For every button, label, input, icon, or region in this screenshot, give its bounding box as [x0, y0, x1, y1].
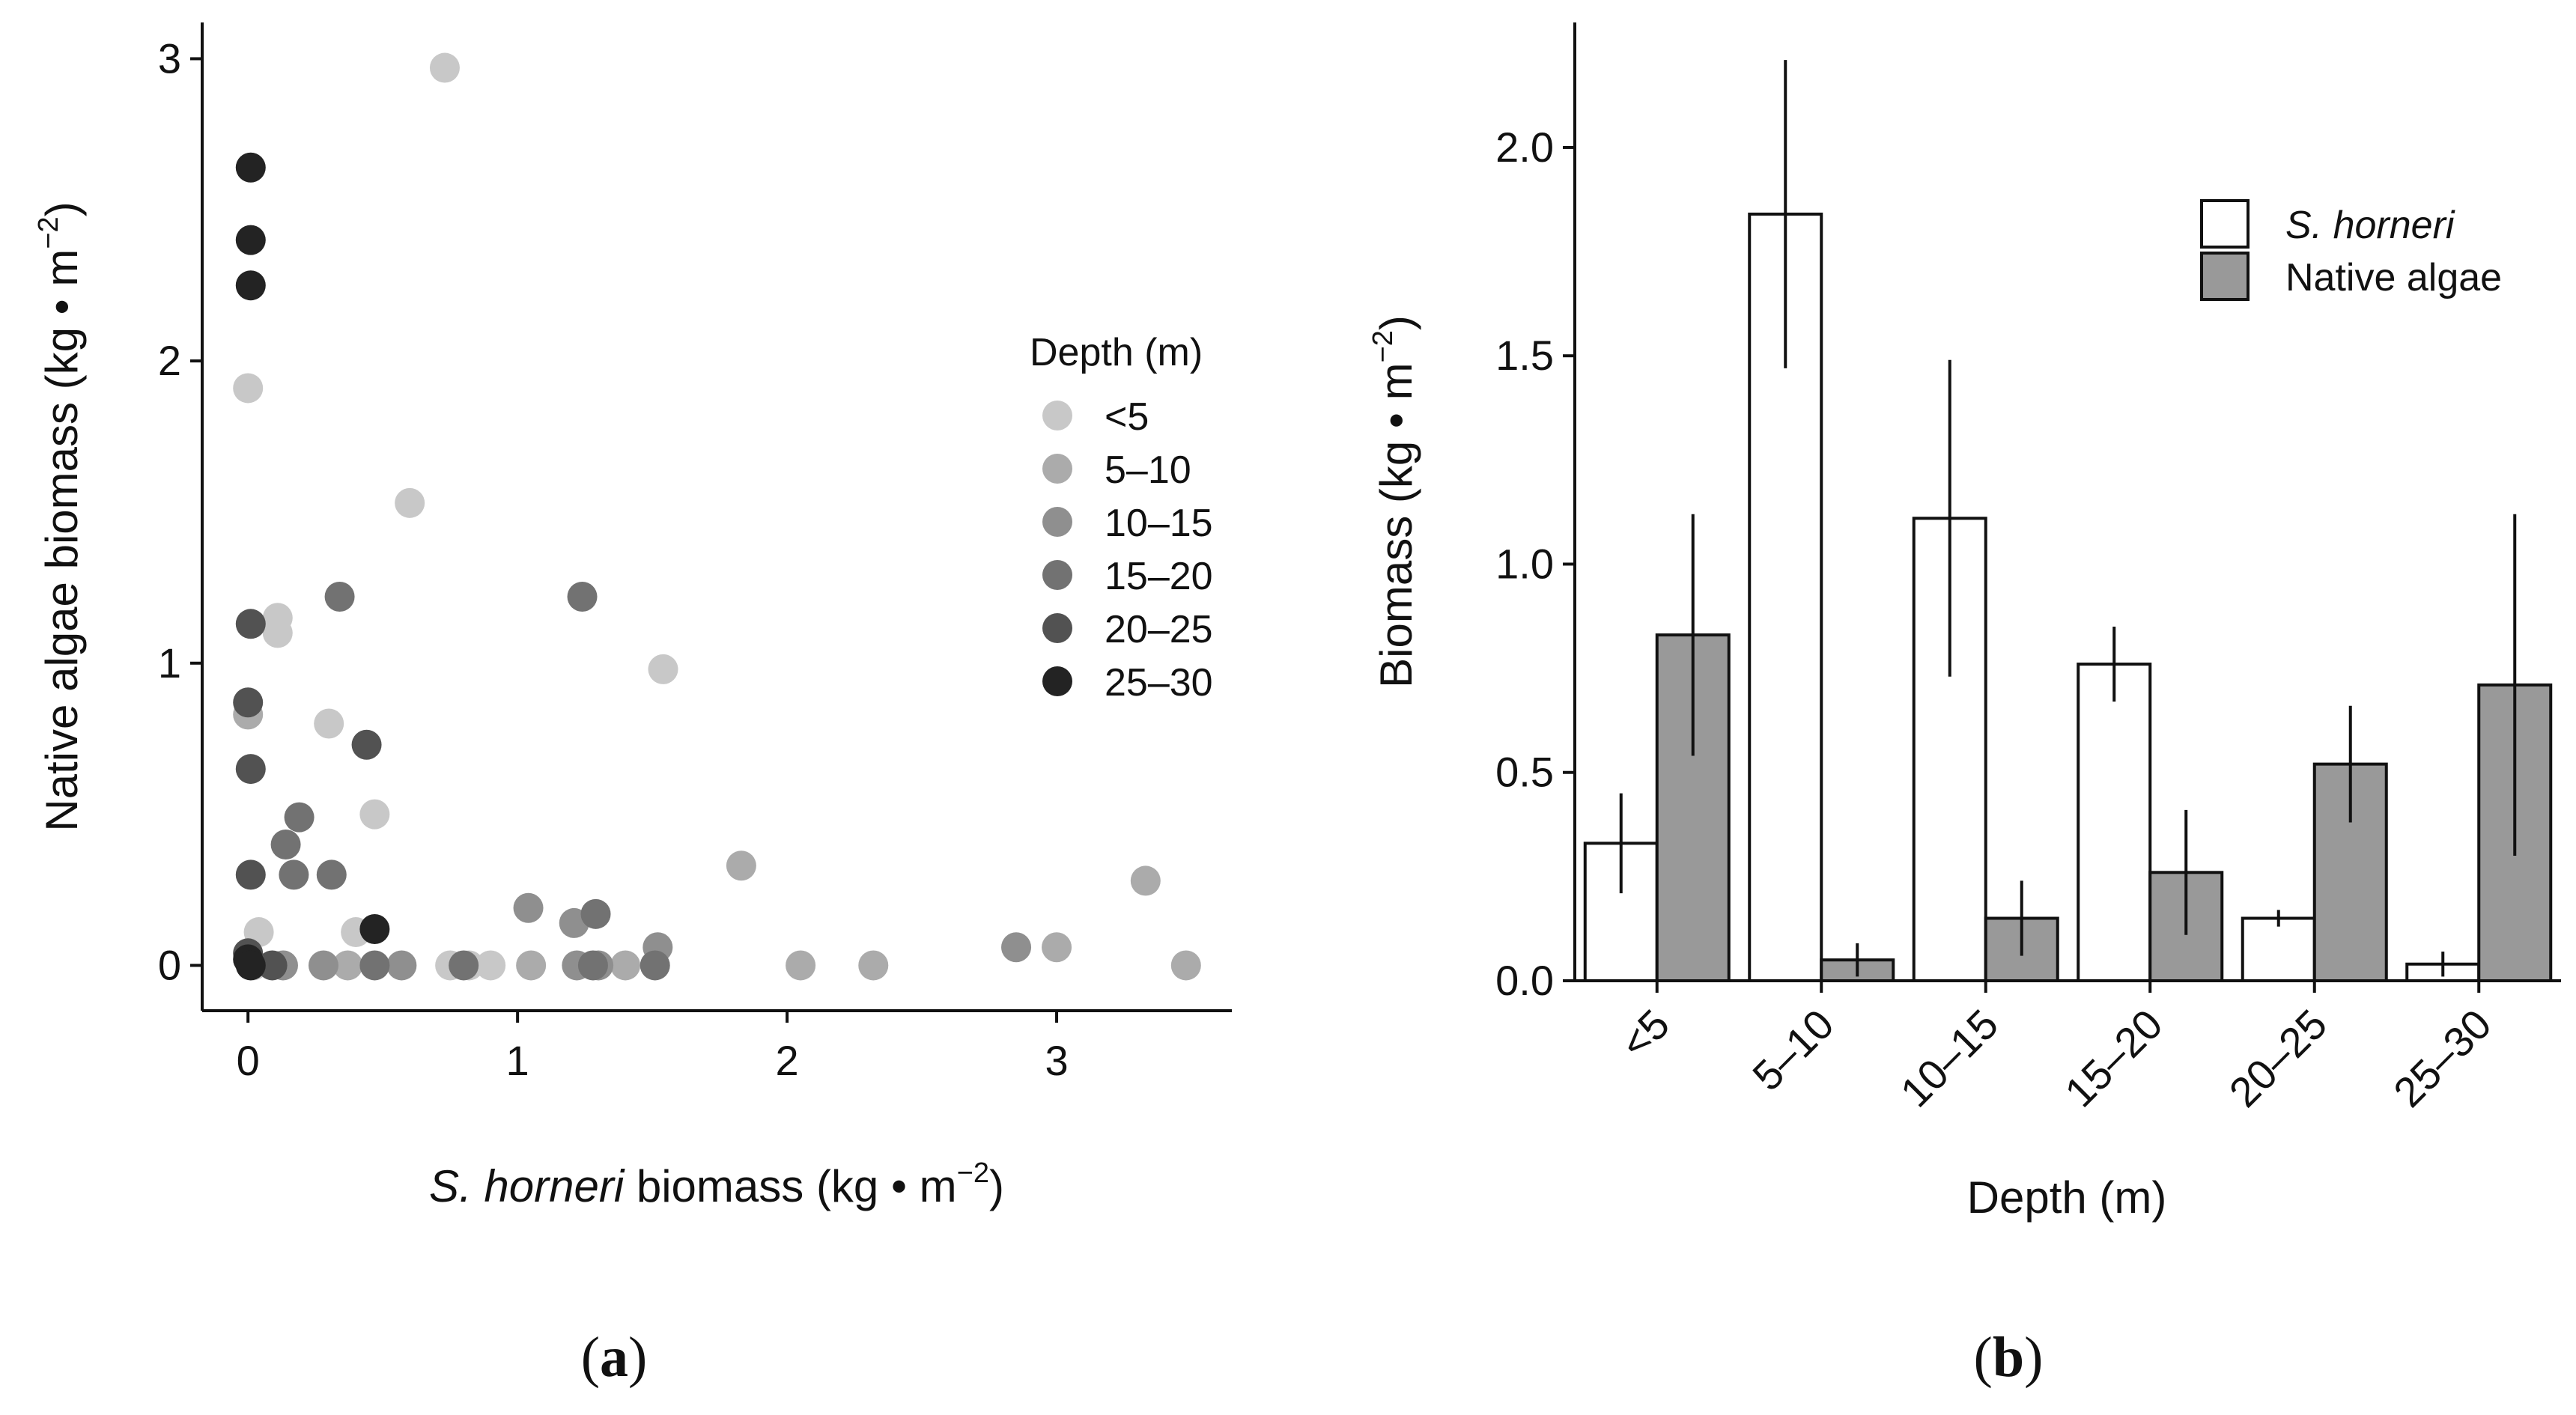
x-tick-label: 1	[506, 1037, 529, 1084]
scatter-point	[359, 950, 390, 981]
y-axis-title: Native algae biomass (kg • m−2)	[33, 201, 87, 831]
legend-label: Native algae	[2285, 256, 2502, 299]
bar-panel: 0.0 0.5 1.0 1.5 2.0 <5 5–10 10–15 15–20 20–25 25–3…	[1367, 22, 2561, 1223]
x-tick-label: 20–25	[2220, 1000, 2336, 1116]
scatter-point	[351, 729, 382, 760]
scatter-point	[235, 950, 266, 981]
y-tick-label: 1.5	[1495, 332, 1554, 379]
y-axis-title: Biomass (kg • m−2)	[1367, 315, 1421, 688]
legend-label: 5–10	[1105, 448, 1191, 492]
scatter-point	[235, 754, 266, 785]
scatter-point	[513, 892, 544, 923]
legend-title: Depth (m)	[1030, 331, 1203, 374]
legend-label: 15–20	[1105, 555, 1213, 598]
scatter-point	[359, 799, 390, 830]
y-tick-label: 3	[158, 34, 181, 82]
caption-a: (a)	[580, 1326, 648, 1389]
legend-label: 25–30	[1105, 661, 1213, 705]
bar-legend: S. horneri Native algae	[2200, 199, 2502, 301]
y-tick-label: 2.0	[1495, 124, 1554, 171]
legend-marker	[1042, 613, 1072, 643]
legend-marker	[1042, 666, 1072, 696]
scatter-point	[1130, 865, 1161, 896]
scatter-point	[395, 487, 425, 518]
x-tick-label: 25–30	[2384, 1000, 2500, 1116]
scatter-panel: 0 1 2 3 0 1 2 3 Depth (m) <5 5–10 10–15 15–20 20–25 25…	[33, 22, 1232, 1211]
y-tick-label: 0.5	[1495, 749, 1554, 796]
scatter-legend: Depth (m) <5 5–10 10–15 15–20 20–25 25–30	[1030, 331, 1213, 705]
scatter-point	[270, 829, 301, 859]
scatter-point	[726, 850, 756, 881]
bar	[2077, 663, 2152, 982]
x-tick-label: 15–20	[2056, 1000, 2172, 1116]
legend-swatch	[2200, 252, 2250, 301]
scatter-point	[235, 270, 266, 301]
scatter-point	[1170, 950, 1201, 981]
y-tick-label: 0	[158, 941, 181, 988]
scatter-point	[476, 950, 506, 981]
legend-marker	[1042, 507, 1072, 537]
scatter-point	[1001, 932, 1032, 963]
scatter-point	[284, 802, 315, 833]
legend-marker	[1042, 560, 1072, 590]
legend-marker	[1042, 454, 1072, 484]
scatter-point	[279, 859, 309, 890]
scatter-point	[577, 950, 608, 981]
legend-label: 20–25	[1105, 608, 1213, 651]
scatter-point	[640, 950, 670, 981]
scatter-point	[580, 898, 611, 929]
scatter-point	[233, 687, 264, 718]
x-axis-title: Depth (m)	[1967, 1172, 2167, 1223]
scatter-point	[648, 654, 678, 684]
caption-b: (b)	[1973, 1326, 2044, 1389]
x-tick-label: 2	[776, 1037, 799, 1084]
scatter-point	[516, 950, 547, 981]
scatter-point	[610, 950, 641, 981]
scatter-point	[235, 609, 266, 639]
x-tick-label: 10–15	[1892, 1000, 2008, 1116]
scatter-point	[316, 859, 347, 890]
x-tick-label: 5–10	[1743, 1000, 1843, 1100]
y-tick-label: 1	[158, 639, 181, 687]
y-tick-label: 0.0	[1495, 957, 1554, 1004]
scatter-point	[324, 581, 355, 612]
legend-label: 10–15	[1105, 502, 1213, 545]
scatter-point	[233, 373, 264, 404]
scatter-point	[262, 618, 293, 648]
scatter-point	[235, 859, 266, 890]
scatter-point	[235, 152, 266, 183]
legend-label: S. horneri	[2285, 204, 2455, 247]
scatter-point	[429, 52, 460, 83]
y-tick-label: 1.0	[1495, 540, 1554, 587]
y-tick-label: 2	[158, 337, 181, 384]
bar	[1655, 633, 1731, 983]
legend-label: <5	[1105, 395, 1149, 439]
scatter-point	[1042, 932, 1072, 963]
legend-swatch	[2200, 199, 2250, 249]
scatter-point	[449, 950, 479, 981]
scatter-point	[314, 708, 344, 739]
scatter-point	[359, 914, 390, 945]
bar	[2241, 916, 2316, 982]
scatter-point	[858, 950, 889, 981]
legend-marker	[1042, 401, 1072, 430]
scatter-point	[332, 950, 363, 981]
scatter-point	[567, 581, 598, 612]
x-tick-label: 0	[237, 1037, 260, 1084]
scatter-point	[786, 950, 816, 981]
scatter-point	[235, 225, 266, 255]
scatter-point	[308, 950, 338, 981]
x-tick-label: <5	[1611, 1000, 1679, 1068]
x-axis-title: S. horneri biomass (kg • m−2)	[429, 1157, 1004, 1211]
scatter-point	[386, 950, 417, 981]
x-tick-label: 3	[1045, 1037, 1068, 1084]
scatter-point	[257, 950, 288, 981]
